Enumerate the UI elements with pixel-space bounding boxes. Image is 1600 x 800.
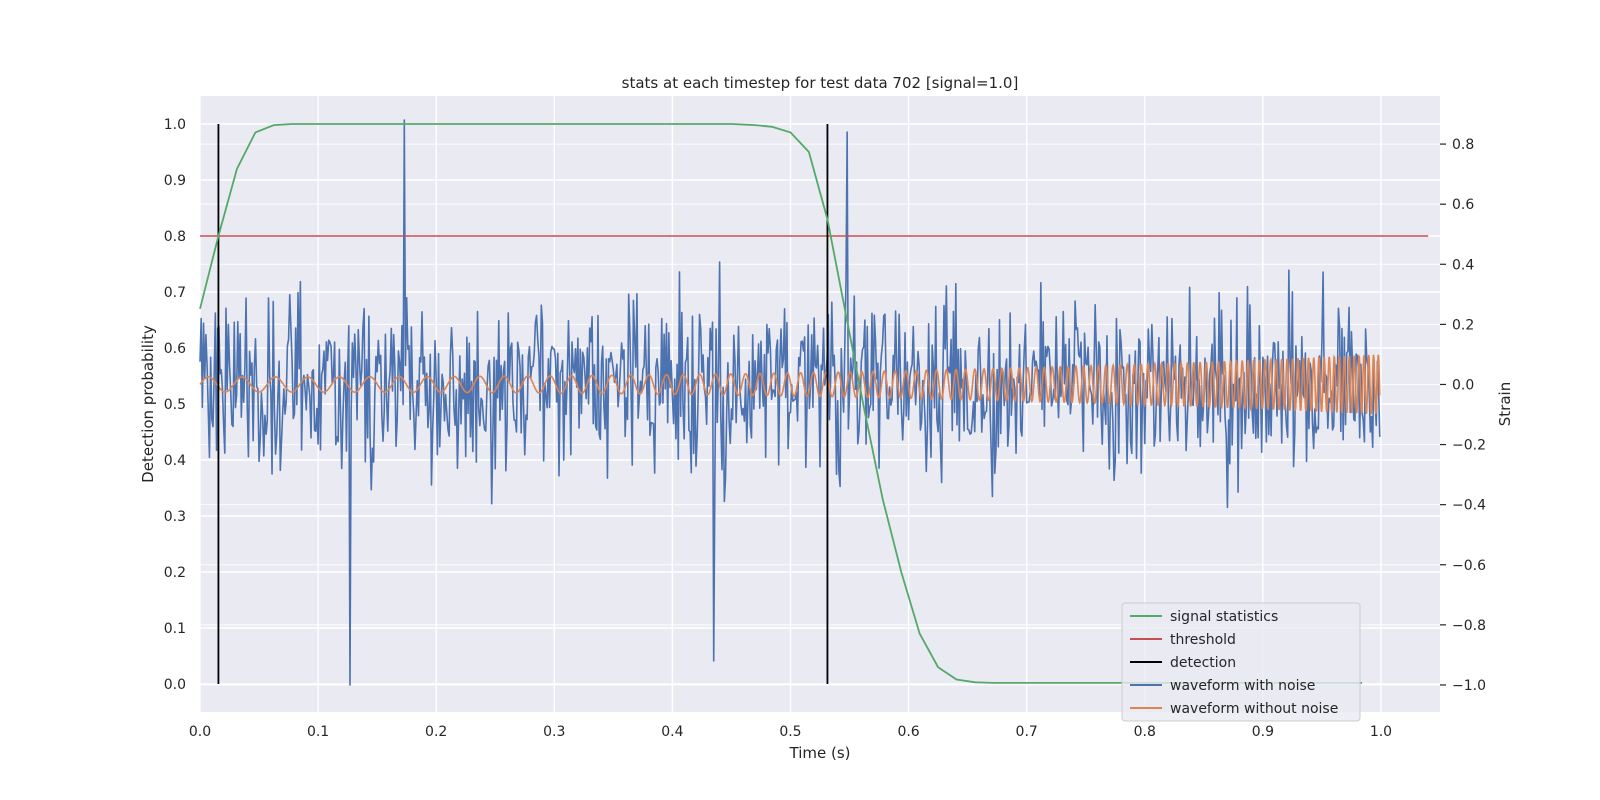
y-tick-label: 0.1 [164,621,186,637]
y-tick-label: 0.5 [164,397,186,413]
y2-tick-label: −1.0 [1452,678,1486,694]
y2-tick-label: 0.6 [1452,197,1474,213]
legend-item-threshold: threshold [1130,632,1236,648]
y-tick-label: 0.8 [164,229,186,245]
legend-label-threshold: threshold [1170,632,1236,648]
y-tick-label: 0.3 [164,509,186,525]
series-waveform-without-noise [199,354,1381,415]
legend-label-waveform-without-noise: waveform without noise [1170,701,1338,717]
x-tick-label: 1.0 [1370,724,1392,740]
legend-label-detection: detection [1170,655,1236,671]
y-tick-label: 0.0 [164,677,186,693]
series-layer [199,119,1429,686]
y-tick-label: 0.7 [164,285,186,301]
y2-tick-label: 0.8 [1452,137,1474,153]
legend: signal statistics threshold detection wa… [1121,602,1361,722]
x-tick-label: 0.7 [1016,724,1038,740]
legend-item-waveform-with-noise: waveform with noise [1130,678,1315,694]
legend-label-waveform-with-noise: waveform with noise [1170,678,1315,694]
legend-box [1121,602,1361,722]
y2-tick-label: −0.2 [1452,438,1486,454]
x-tick-label: 0.1 [307,724,329,740]
y-axis-title: Detection probability [139,325,157,483]
series-signal-statistics [199,123,1363,684]
y2-axis-title: Strain [1496,382,1514,426]
x-tick-label: 0.9 [1252,724,1274,740]
x-tick-label: 0.0 [189,724,211,740]
legend-item-signal-statistics: signal statistics [1130,609,1278,625]
y2-tick-label: 0.0 [1452,377,1474,393]
legend-label-signal-statistics: signal statistics [1170,609,1278,625]
legend-item-detection: detection [1130,655,1236,671]
y-tick-label: 0.4 [164,453,186,469]
x-axis-title: Time (s) [789,744,851,762]
x-axis-ticks: 0.0 0.1 0.2 0.3 0.4 0.5 0.6 0.7 0.8 0.9 1.0 [189,724,1392,740]
y2-tick-label: −0.6 [1452,558,1486,574]
y-axis-ticks: 0.0 0.1 0.2 0.3 0.4 0.5 0.6 0.7 0.8 0.9 1.0 [164,117,186,693]
x-tick-label: 0.4 [661,724,683,740]
y2-tick-label: 0.4 [1452,257,1474,273]
y-tick-label: 0.9 [164,173,186,189]
x-tick-label: 0.8 [1134,724,1156,740]
x-tick-label: 0.3 [543,724,565,740]
x-tick-label: 0.2 [425,724,447,740]
y-tick-label: 1.0 [164,117,186,133]
x-tick-label: 0.5 [779,724,801,740]
y-tick-label: 0.6 [164,341,186,357]
y2-tick-label: 0.2 [1452,317,1474,333]
y-tick-label: 0.2 [164,565,186,581]
x-tick-label: 0.6 [897,724,919,740]
y2-axis-ticks: −1.0 −0.8 −0.6 −0.4 −0.2 0.0 0.2 0.4 0.6 0.8 [1440,137,1486,694]
y2-tick-label: −0.4 [1452,498,1486,514]
y2-tick-label: −0.8 [1452,618,1486,634]
chart-title: stats at each timestep for test data 702… [622,74,1019,92]
legend-item-waveform-without-noise: waveform without noise [1130,701,1338,717]
